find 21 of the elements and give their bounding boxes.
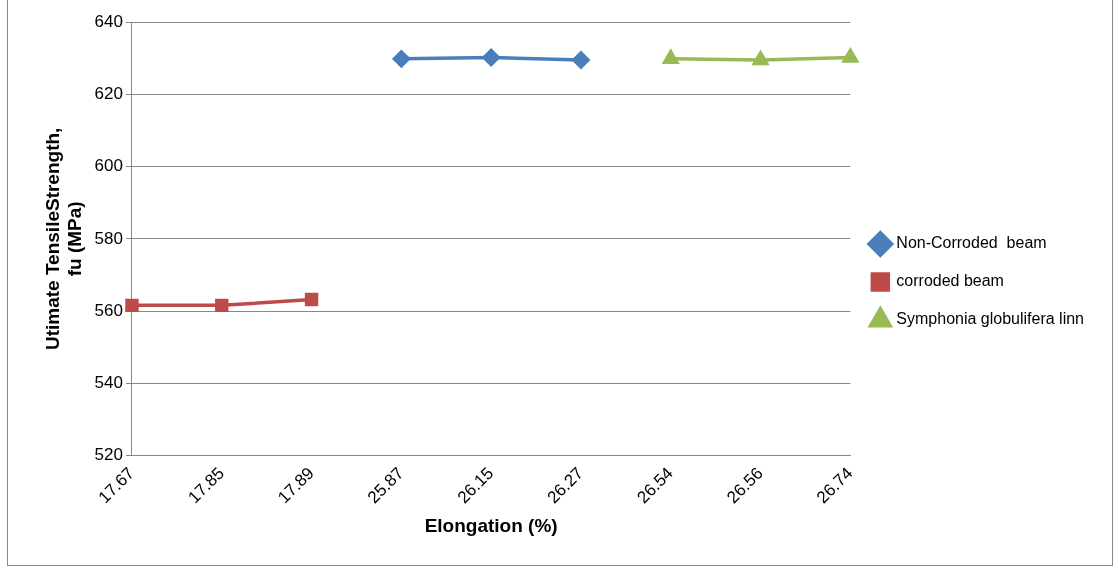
y-tick-label: 520: [94, 445, 123, 465]
y-tick-label: 600: [94, 156, 123, 176]
legend-label: corroded beam: [896, 272, 1004, 290]
point: [482, 48, 500, 67]
point: [752, 51, 769, 66]
point: [125, 298, 139, 313]
point: [842, 48, 859, 63]
legend-label: Non-Corroded beam: [896, 234, 1047, 252]
point: [304, 292, 319, 307]
legend-label: Symphonia globulifera linn: [896, 310, 1084, 328]
x-axis-title: Elongation (%): [424, 514, 558, 536]
y-axis-title: Utimate TensileStrength, fu (MPa): [41, 127, 86, 351]
point: [215, 298, 229, 313]
point: [572, 51, 590, 69]
y-tick-label: 560: [94, 300, 123, 320]
y-tick-label: 620: [94, 83, 123, 103]
y-tick-label: 540: [94, 373, 123, 393]
y-tick-label: 640: [94, 11, 123, 31]
point: [662, 50, 679, 65]
point: [392, 50, 411, 68]
y-tick-label: 580: [94, 228, 123, 248]
